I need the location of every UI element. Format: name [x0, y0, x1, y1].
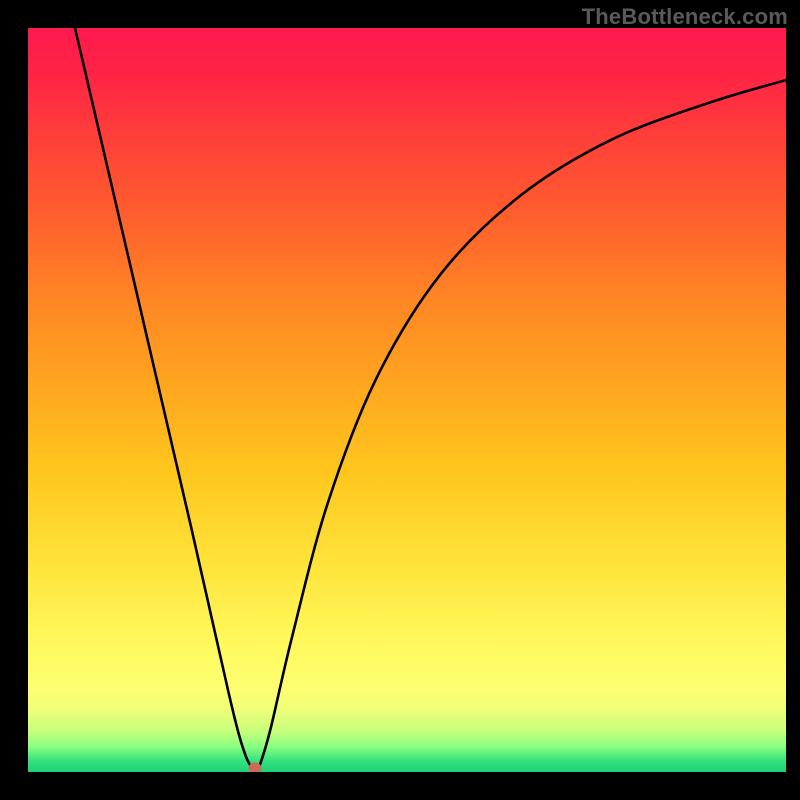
bottleneck-curve: [28, 28, 786, 772]
watermark-text: TheBottleneck.com: [582, 4, 788, 30]
minimum-marker: [249, 762, 262, 772]
plot-outer: TheBottleneck.com: [0, 0, 800, 800]
curve-path: [75, 28, 786, 771]
plot-area: [28, 28, 786, 772]
